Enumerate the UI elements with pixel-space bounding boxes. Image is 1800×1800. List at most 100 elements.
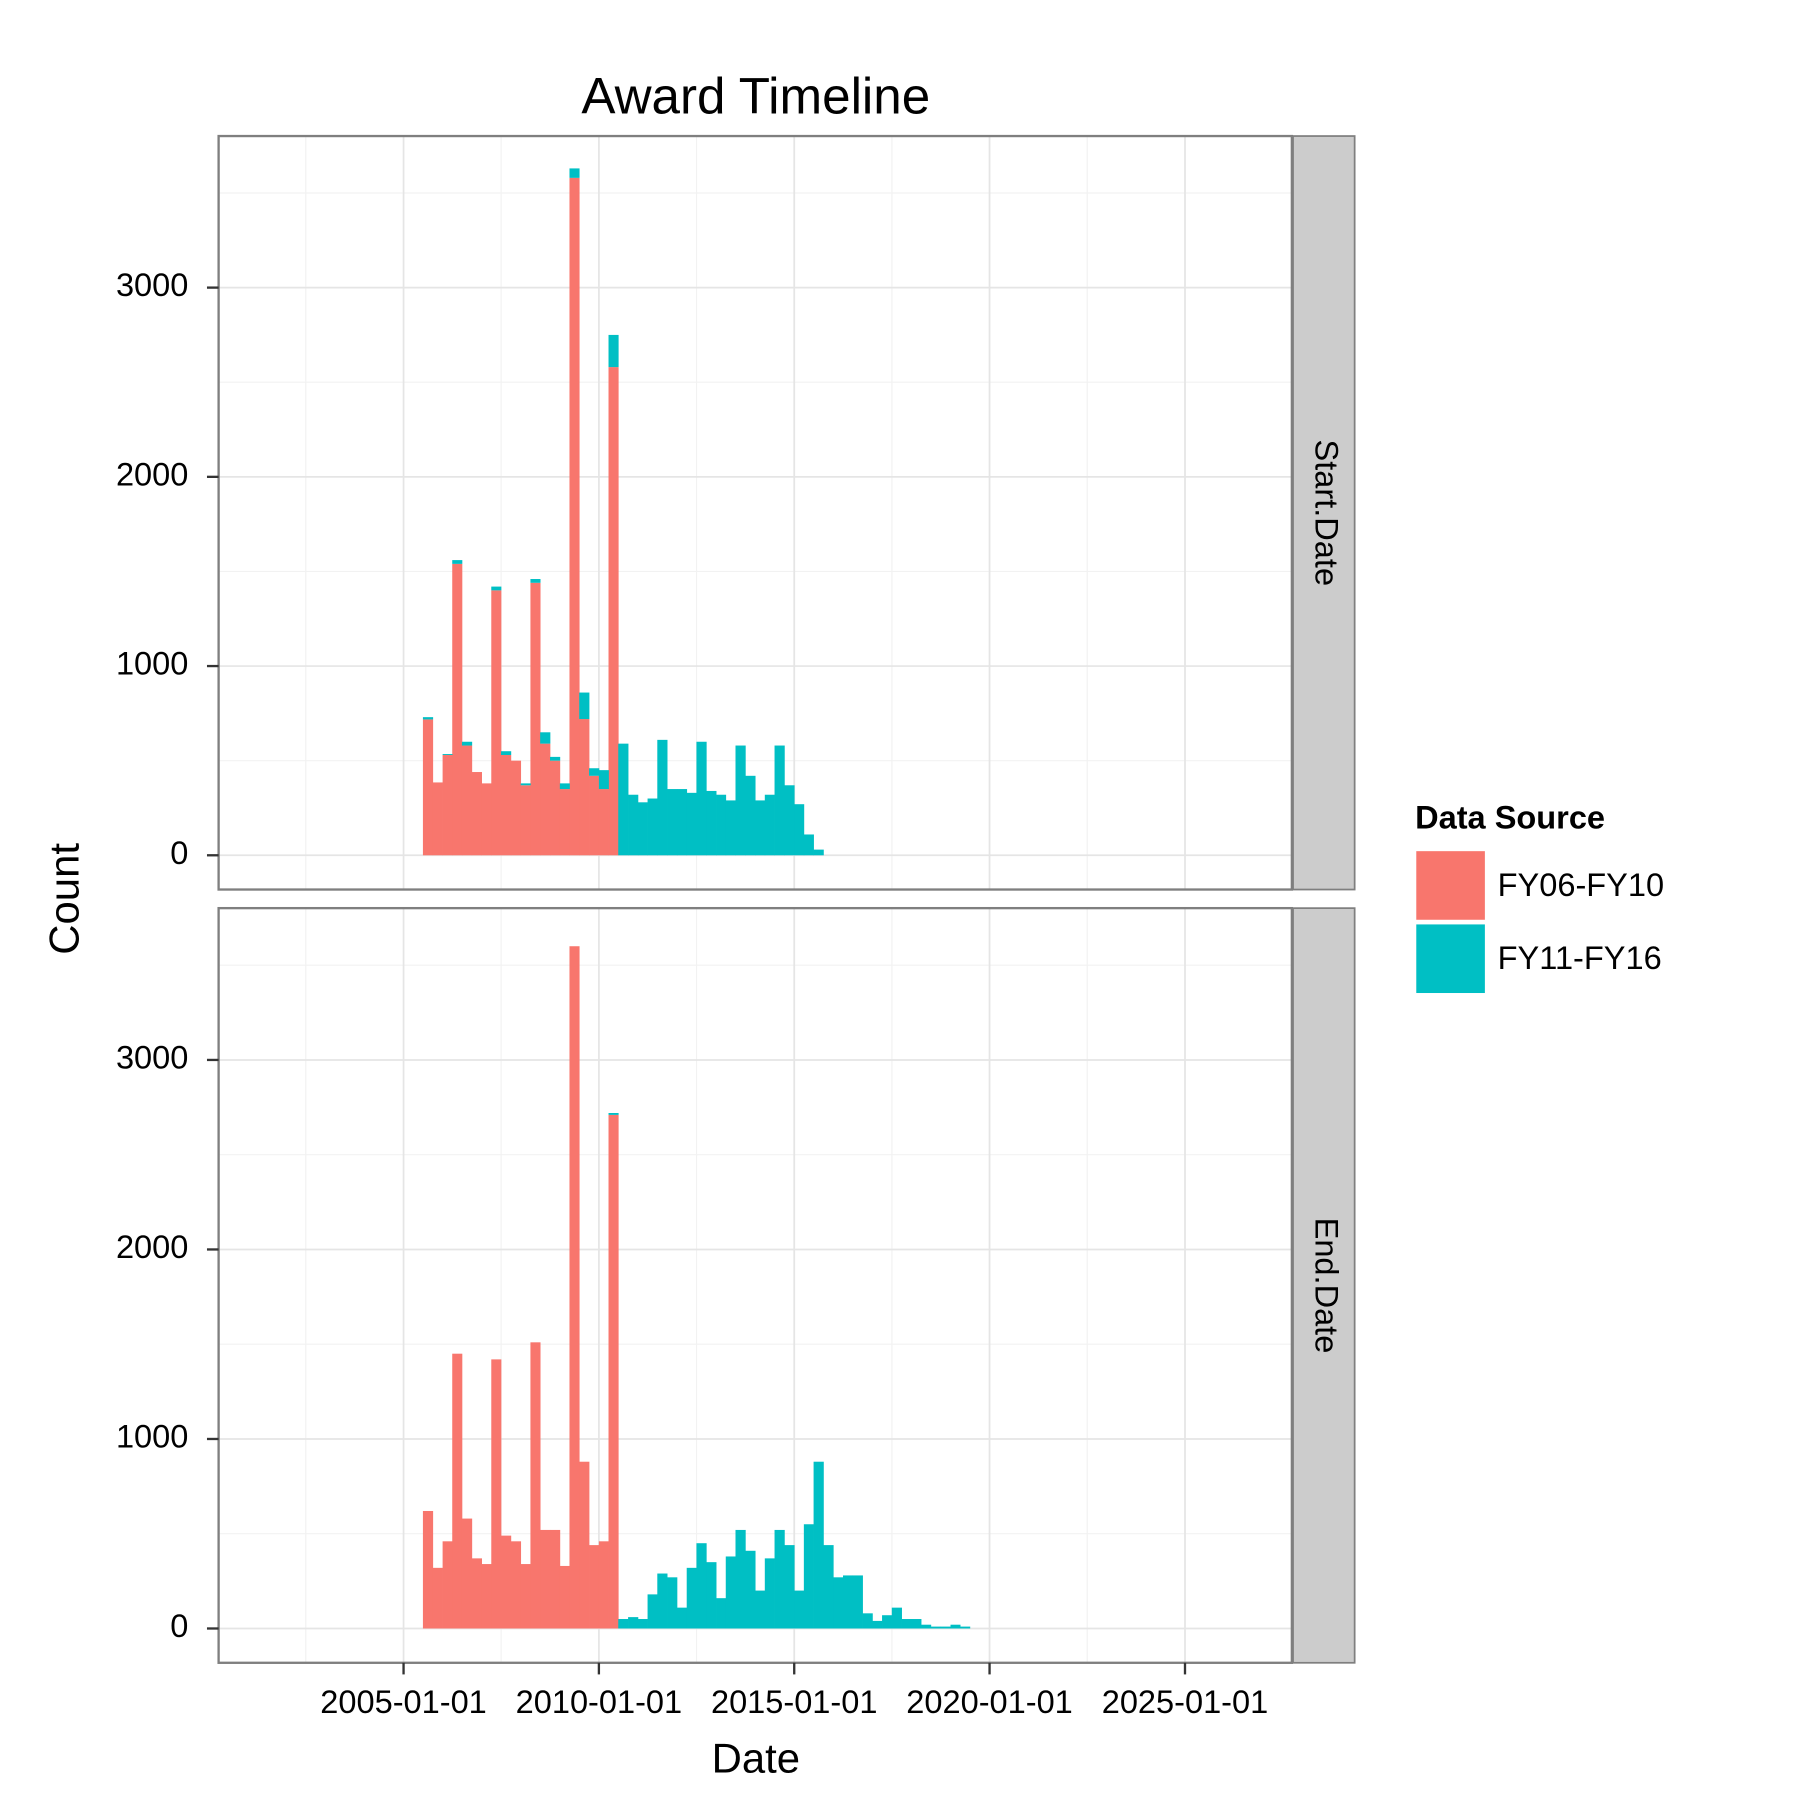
bar bbox=[647, 798, 658, 856]
bar bbox=[637, 1619, 648, 1629]
bar bbox=[960, 1626, 971, 1629]
bar bbox=[598, 789, 609, 856]
bar bbox=[852, 1575, 863, 1629]
bar bbox=[950, 1624, 961, 1629]
bar bbox=[657, 1573, 668, 1629]
bar bbox=[481, 783, 492, 856]
bar bbox=[735, 1529, 746, 1629]
bar bbox=[559, 789, 570, 856]
bar bbox=[422, 717, 434, 720]
strip-label: Start.Date bbox=[1308, 440, 1344, 587]
panel-background bbox=[218, 908, 1292, 1663]
bar bbox=[608, 367, 619, 856]
bar bbox=[813, 849, 824, 856]
y-axis-title: Count bbox=[41, 843, 88, 955]
bar bbox=[432, 1567, 443, 1629]
y-tick-label: 0 bbox=[170, 835, 188, 871]
bar bbox=[471, 1558, 482, 1629]
bar bbox=[686, 792, 697, 856]
strip bbox=[1292, 907, 1356, 1664]
bar bbox=[432, 782, 443, 856]
bar bbox=[676, 789, 688, 856]
bar bbox=[530, 1342, 541, 1629]
bar bbox=[813, 1461, 824, 1629]
bar bbox=[520, 785, 531, 856]
bar bbox=[784, 1545, 795, 1629]
bar bbox=[745, 775, 756, 856]
bar bbox=[422, 1510, 434, 1629]
bar bbox=[735, 745, 746, 856]
bar bbox=[540, 743, 551, 856]
bar bbox=[706, 1562, 717, 1629]
y-tick-label: 2000 bbox=[116, 1229, 188, 1265]
bar bbox=[901, 1619, 912, 1629]
bar bbox=[510, 1541, 522, 1629]
y-tick-label: 2000 bbox=[116, 456, 188, 492]
bar bbox=[930, 1626, 942, 1629]
bar bbox=[452, 1353, 463, 1629]
bar bbox=[442, 754, 453, 856]
bar bbox=[589, 1545, 600, 1629]
bar bbox=[589, 768, 600, 776]
x-tick-label: 2020-01-01 bbox=[906, 1684, 1073, 1720]
bar bbox=[618, 743, 629, 856]
bar bbox=[442, 754, 453, 755]
bar bbox=[637, 802, 648, 856]
bar bbox=[618, 1619, 629, 1629]
bar bbox=[803, 834, 814, 856]
bar bbox=[579, 1461, 590, 1629]
bar bbox=[667, 1577, 678, 1629]
bar bbox=[764, 1558, 775, 1629]
bar bbox=[706, 790, 717, 856]
bar bbox=[921, 1624, 932, 1629]
bar bbox=[784, 785, 795, 856]
strip bbox=[1292, 135, 1356, 891]
bar bbox=[491, 1359, 502, 1629]
bar bbox=[569, 946, 580, 1629]
bar bbox=[520, 1564, 531, 1629]
bar bbox=[452, 563, 463, 856]
bar bbox=[550, 756, 561, 761]
bar bbox=[598, 1541, 609, 1629]
bar bbox=[676, 1607, 688, 1629]
bar bbox=[803, 1524, 814, 1629]
bar bbox=[559, 783, 570, 790]
bar bbox=[862, 1613, 873, 1629]
y-tick-label: 1000 bbox=[116, 646, 188, 682]
x-axis-title: Date bbox=[712, 1735, 800, 1782]
bar bbox=[530, 582, 541, 856]
bar bbox=[501, 751, 512, 755]
bar bbox=[872, 1620, 883, 1629]
bar bbox=[755, 800, 766, 856]
bar bbox=[794, 1590, 805, 1629]
bar bbox=[725, 800, 736, 856]
legend-key bbox=[1413, 922, 1488, 996]
y-tick-label: 0 bbox=[170, 1608, 188, 1644]
panel-background bbox=[218, 136, 1292, 890]
bar bbox=[540, 1529, 551, 1629]
bar bbox=[794, 804, 805, 856]
bar bbox=[940, 1626, 951, 1629]
bar bbox=[569, 168, 580, 178]
bar bbox=[579, 692, 590, 720]
panel-border bbox=[217, 906, 1294, 1664]
x-tick-label: 2005-01-01 bbox=[320, 1684, 487, 1720]
x-tick-label: 2025-01-01 bbox=[1102, 1684, 1269, 1720]
bar bbox=[608, 1113, 619, 1115]
bar bbox=[471, 772, 482, 856]
bar bbox=[725, 1556, 736, 1629]
bar bbox=[696, 741, 707, 856]
bar bbox=[755, 1590, 766, 1629]
bar bbox=[911, 1619, 922, 1629]
bar bbox=[501, 1535, 512, 1629]
bar bbox=[882, 1615, 893, 1629]
chart-title: Award Timeline bbox=[581, 68, 930, 125]
x-tick-label: 2015-01-01 bbox=[711, 1684, 878, 1720]
bar bbox=[716, 794, 727, 856]
y-tick-label: 3000 bbox=[116, 1040, 188, 1076]
bar bbox=[608, 334, 619, 368]
bar bbox=[491, 586, 502, 591]
bar bbox=[774, 745, 785, 856]
bar bbox=[647, 1594, 658, 1629]
